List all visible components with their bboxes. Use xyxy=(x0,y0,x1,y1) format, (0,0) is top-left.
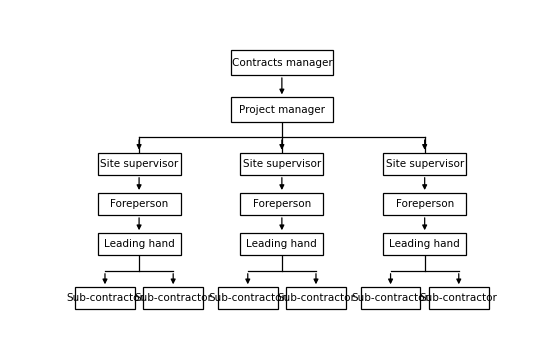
Text: Site supervisor: Site supervisor xyxy=(100,159,178,169)
FancyBboxPatch shape xyxy=(144,287,203,309)
Text: Contracts manager: Contracts manager xyxy=(232,58,332,68)
Text: Foreperson: Foreperson xyxy=(395,199,454,209)
Text: Site supervisor: Site supervisor xyxy=(243,159,321,169)
Text: Sub-contractor: Sub-contractor xyxy=(209,293,287,303)
FancyBboxPatch shape xyxy=(240,233,323,255)
FancyBboxPatch shape xyxy=(286,287,346,309)
Text: Sub-contractor: Sub-contractor xyxy=(351,293,430,303)
Text: Project manager: Project manager xyxy=(239,105,325,115)
FancyBboxPatch shape xyxy=(97,233,180,255)
FancyBboxPatch shape xyxy=(97,153,180,175)
Text: Sub-contractor: Sub-contractor xyxy=(66,293,144,303)
Text: Sub-contractor: Sub-contractor xyxy=(134,293,212,303)
Text: Sub-contractor: Sub-contractor xyxy=(420,293,498,303)
FancyBboxPatch shape xyxy=(429,287,488,309)
Text: Sub-contractor: Sub-contractor xyxy=(277,293,355,303)
FancyBboxPatch shape xyxy=(240,193,323,215)
FancyBboxPatch shape xyxy=(383,233,466,255)
Text: Foreperson: Foreperson xyxy=(110,199,168,209)
FancyBboxPatch shape xyxy=(75,287,135,309)
FancyBboxPatch shape xyxy=(383,153,466,175)
FancyBboxPatch shape xyxy=(361,287,420,309)
Text: Leading hand: Leading hand xyxy=(246,239,317,249)
Text: Foreperson: Foreperson xyxy=(253,199,311,209)
FancyBboxPatch shape xyxy=(231,50,333,75)
Text: Leading hand: Leading hand xyxy=(389,239,460,249)
FancyBboxPatch shape xyxy=(383,193,466,215)
FancyBboxPatch shape xyxy=(218,287,278,309)
FancyBboxPatch shape xyxy=(97,193,180,215)
Text: Site supervisor: Site supervisor xyxy=(386,159,464,169)
FancyBboxPatch shape xyxy=(240,153,323,175)
FancyBboxPatch shape xyxy=(231,97,333,122)
Text: Leading hand: Leading hand xyxy=(104,239,174,249)
